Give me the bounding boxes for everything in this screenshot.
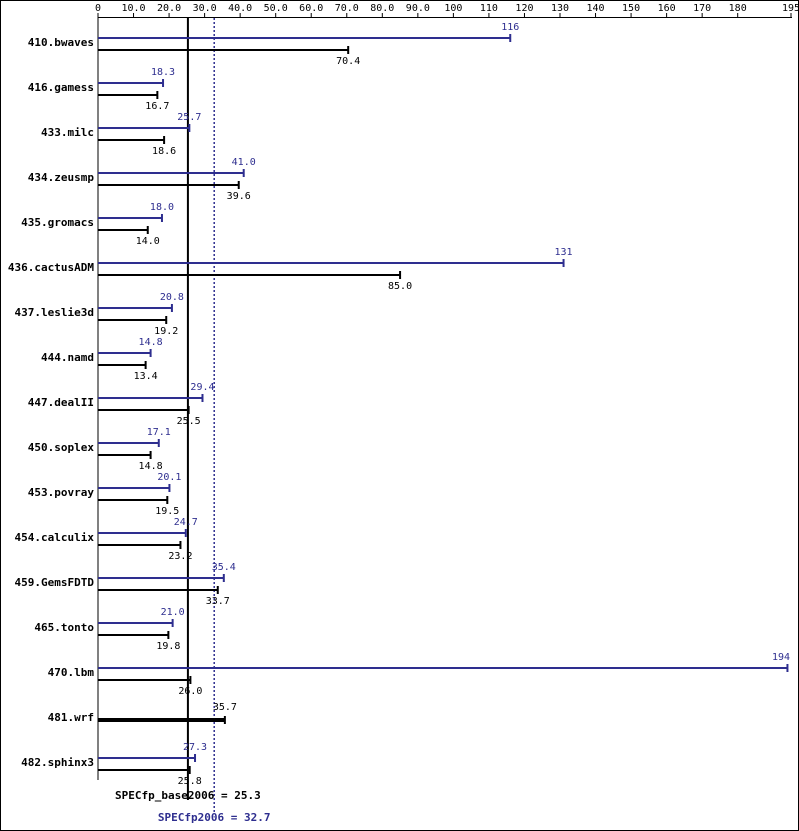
x-tick-label: 10.0 <box>121 3 145 14</box>
value-label: 131 <box>555 247 573 258</box>
value-label: 18.3 <box>151 67 175 78</box>
category-label: 482.sphinx3 <box>21 756 94 769</box>
x-tick-label: 20.0 <box>157 3 181 14</box>
value-label: 18.6 <box>152 146 176 157</box>
value-label: 17.1 <box>147 427 171 438</box>
category-label: 470.lbm <box>48 666 95 679</box>
category-label: 436.cactusADM <box>8 261 94 274</box>
category-label: 454.calculix <box>15 531 95 544</box>
category-label: 435.gromacs <box>21 216 94 229</box>
category-label: 481.wrf <box>48 711 94 724</box>
value-label: 18.0 <box>150 202 174 213</box>
value-label: 29.4 <box>190 382 214 393</box>
x-tick-label: 150 <box>622 3 640 14</box>
value-label: 116 <box>501 22 519 33</box>
value-label: 13.4 <box>134 371 158 382</box>
x-tick-label: 120 <box>515 3 533 14</box>
x-tick-label: 160 <box>658 3 676 14</box>
reference-label: SPECfp_base2006 = 25.3 <box>115 789 261 802</box>
value-label: 19.2 <box>154 326 178 337</box>
value-label: 19.8 <box>156 641 180 652</box>
category-label: 434.zeusmp <box>28 171 95 184</box>
value-label: 27.3 <box>183 742 207 753</box>
value-label: 41.0 <box>232 157 256 168</box>
value-label: 23.2 <box>168 551 192 562</box>
x-tick-label: 60.0 <box>299 3 323 14</box>
x-tick-label: 195 <box>782 3 799 14</box>
value-label: 33.7 <box>206 596 230 607</box>
category-label: 444.namd <box>41 351 94 364</box>
category-label: 433.milc <box>41 126 94 139</box>
value-label: 16.7 <box>145 101 169 112</box>
x-tick-label: 0 <box>95 3 101 14</box>
value-label: 35.7 <box>213 702 237 713</box>
value-label: 25.7 <box>177 112 201 123</box>
x-tick-label: 40.0 <box>228 3 252 14</box>
x-tick-label: 50.0 <box>264 3 288 14</box>
x-tick-label: 80.0 <box>370 3 394 14</box>
x-tick-label: 140 <box>587 3 605 14</box>
x-tick-label: 180 <box>729 3 747 14</box>
category-label: 416.gamess <box>28 81 94 94</box>
value-label: 85.0 <box>388 281 412 292</box>
x-tick-label: 70.0 <box>335 3 359 14</box>
x-tick-label: 90.0 <box>406 3 430 14</box>
value-label: 24.7 <box>174 517 198 528</box>
category-label: 459.GemsFDTD <box>15 576 95 589</box>
x-tick-label: 30.0 <box>193 3 217 14</box>
value-label: 25.8 <box>178 776 202 787</box>
value-label: 25.5 <box>177 416 201 427</box>
value-label: 14.8 <box>139 337 163 348</box>
category-label: 465.tonto <box>34 621 94 634</box>
value-label: 21.0 <box>161 607 185 618</box>
value-label: 14.0 <box>136 236 160 247</box>
value-label: 19.5 <box>155 506 179 517</box>
category-label: 450.soplex <box>28 441 95 454</box>
category-label: 410.bwaves <box>28 36 94 49</box>
value-label: 70.4 <box>336 56 360 67</box>
x-tick-label: 100 <box>444 3 462 14</box>
value-label: 14.8 <box>139 461 163 472</box>
value-label: 20.1 <box>157 472 181 483</box>
reference-label: SPECfp2006 = 32.7 <box>158 811 271 824</box>
value-label: 39.6 <box>227 191 251 202</box>
value-label: 20.8 <box>160 292 184 303</box>
category-label: 453.povray <box>28 486 95 499</box>
x-tick-label: 170 <box>693 3 711 14</box>
value-label: 194 <box>772 652 790 663</box>
x-tick-label: 130 <box>551 3 569 14</box>
category-label: 447.dealII <box>28 396 94 409</box>
x-tick-label: 110 <box>480 3 498 14</box>
value-label: 26.0 <box>178 686 202 697</box>
category-label: 437.leslie3d <box>15 306 94 319</box>
value-label: 35.4 <box>212 562 236 573</box>
